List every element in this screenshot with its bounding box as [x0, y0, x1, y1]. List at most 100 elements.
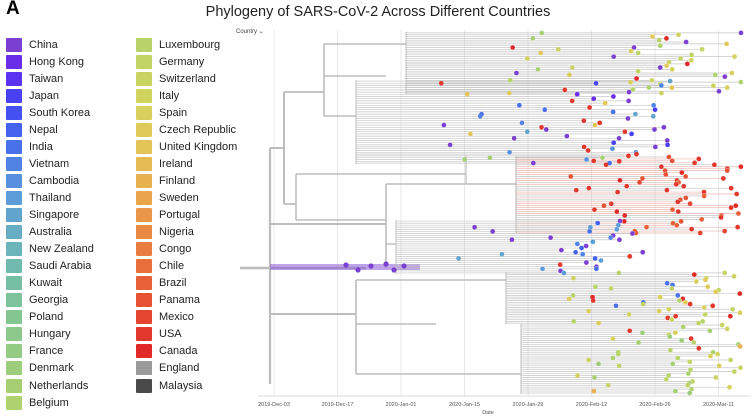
legend-swatch: [6, 54, 22, 69]
tip-node: [720, 175, 726, 182]
legend-swatch: [136, 259, 152, 274]
tip-node: [719, 322, 725, 328]
tip-node: [585, 147, 591, 154]
legend-swatch: [136, 242, 152, 257]
tip-node: [598, 257, 604, 264]
tip-node: [615, 189, 620, 195]
legend-swatch: [136, 105, 152, 120]
tip-node: [592, 122, 598, 128]
legend-swatch: [6, 208, 22, 222]
tip-node: [602, 100, 608, 106]
legend-item: Sweden: [136, 189, 199, 206]
tip-node: [640, 330, 645, 336]
tip-node: [611, 140, 617, 146]
tip-node: [716, 88, 722, 94]
tip-node: [631, 44, 637, 51]
tip-node: [542, 107, 548, 112]
tip-node: [586, 308, 591, 314]
tip-node: [456, 256, 461, 261]
legend-swatch: [6, 259, 22, 274]
tip-node: [669, 206, 676, 213]
tip-node: [688, 335, 694, 342]
tip-node: [605, 382, 611, 388]
tip-node: [519, 120, 525, 126]
tip-node: [718, 214, 724, 221]
tip-node: [573, 187, 579, 193]
legend-label: Japan: [29, 89, 59, 102]
legend-swatch: [136, 327, 152, 342]
country-filter-dropdown[interactable]: Country ⌄: [236, 29, 264, 35]
tip-node: [499, 251, 505, 257]
legend-label: France: [29, 345, 64, 358]
tip-node: [675, 32, 682, 38]
legend-swatch: [136, 378, 152, 393]
tip-node: [714, 351, 721, 357]
tip-node: [691, 271, 697, 278]
tip-node: [688, 226, 695, 232]
tip-node: [695, 320, 702, 326]
tip-node: [626, 312, 632, 317]
x-tick-label: 2019-Dec-03: [258, 402, 290, 408]
tip-node: [472, 224, 477, 230]
legend-label: Kuwait: [29, 277, 63, 290]
tip-node: [688, 52, 695, 58]
legend-label: Ireland: [159, 157, 193, 170]
legend-item: Finland: [136, 172, 195, 189]
tip-node: [685, 370, 692, 377]
legend-swatch: [136, 156, 152, 171]
tip-node: [592, 207, 597, 212]
tip-node: [702, 277, 709, 283]
tip-node: [665, 372, 672, 379]
legend-swatch: [6, 173, 22, 188]
tip-node: [438, 81, 444, 86]
tip-node: [651, 102, 657, 108]
legend-item: Italy: [136, 87, 179, 104]
legend-swatch: [136, 276, 152, 291]
legend-swatch: [136, 88, 152, 103]
legend-item: France: [6, 343, 63, 360]
date-axis: 2019-Dec-03 2019-Dec-17 2020-Jan-01 2020-Ja…: [258, 395, 751, 416]
legend-item: India: [6, 138, 53, 155]
tip-node: [731, 53, 738, 60]
tip-node: [564, 133, 570, 139]
legend-swatch: [6, 190, 22, 205]
legend-label: Malaysia: [159, 379, 203, 392]
legend-label: England: [159, 362, 200, 375]
tip-node: [738, 164, 744, 170]
legend-label: Saudi Arabia: [29, 260, 92, 273]
figure-title: Phylogeny of SARS-CoV-2 Across Different…: [205, 4, 551, 20]
tip-node: [682, 299, 689, 305]
legend-item: Thailand: [6, 189, 71, 206]
legend-item: Georgia: [6, 292, 68, 309]
tip-node: [629, 230, 636, 237]
tip-node: [669, 85, 675, 91]
tip-node: [674, 222, 680, 228]
tip-node: [728, 205, 734, 211]
legend-item: Mexico: [136, 309, 194, 326]
tip-node: [599, 155, 606, 161]
legend-item: Hungary: [6, 326, 71, 343]
tip-node: [672, 330, 678, 336]
tip-node: [543, 127, 549, 132]
tip-node: [343, 262, 349, 268]
tip-node: [657, 64, 663, 71]
tip-node: [667, 347, 674, 353]
tip-node: [712, 72, 718, 78]
tip-node: [622, 213, 628, 218]
tip-node: [610, 109, 616, 115]
tip-node: [737, 291, 743, 297]
tip-node: [590, 294, 595, 300]
tip-node: [635, 50, 641, 56]
x-tick-label: 2020-Mar-11: [703, 402, 734, 408]
legend-label: Canada: [159, 345, 198, 358]
legend-swatch: [136, 54, 152, 69]
tip-node: [626, 98, 632, 104]
tip-node: [659, 164, 664, 170]
tip-node: [637, 180, 642, 185]
tip-node: [691, 160, 698, 166]
tip-node: [705, 284, 711, 290]
legend-item: Luxembourg: [136, 36, 220, 53]
tip-node: [711, 162, 718, 168]
tip-node: [628, 48, 634, 54]
tip-node: [601, 203, 607, 209]
